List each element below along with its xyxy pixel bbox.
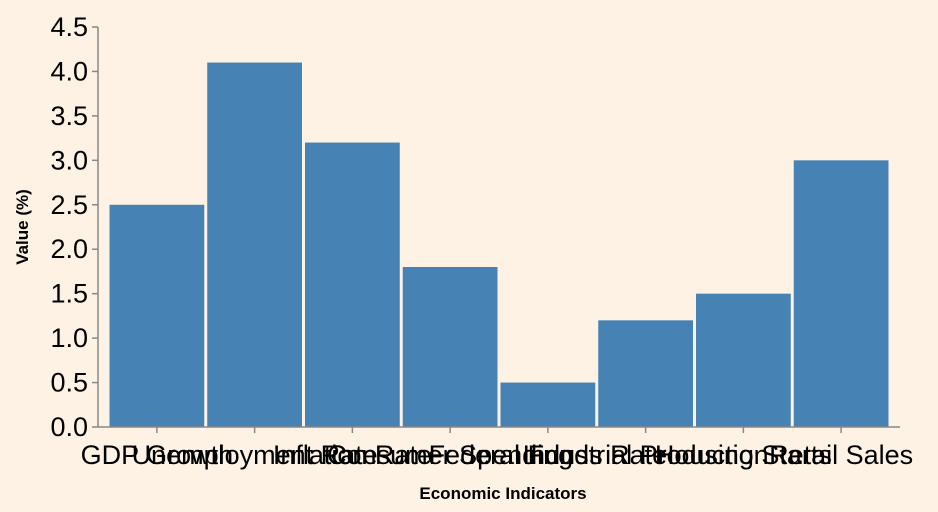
y-tick-label: 2.5 <box>50 190 88 220</box>
x-tick-label: Consumer Spending <box>327 440 573 470</box>
y-tick-label: 2.0 <box>50 234 88 264</box>
bar <box>305 142 400 428</box>
x-axis-title: Economic Indicators <box>419 484 586 503</box>
x-tick-label: Industrial Production <box>523 440 769 470</box>
y-tick-label: 1.0 <box>50 323 88 353</box>
y-axis-title: Value (%) <box>13 189 32 265</box>
y-tick-label: 0.0 <box>50 412 88 442</box>
x-tick-label: Inflation Rate <box>273 440 432 470</box>
x-tick-label: Retail Sales <box>769 440 913 470</box>
y-tick-label: 0.5 <box>50 368 88 398</box>
y-tick-label: 3.0 <box>50 145 88 175</box>
bar <box>109 204 205 427</box>
bar <box>207 62 302 428</box>
bars-group <box>109 62 889 428</box>
y-tick-label: 4.0 <box>50 56 88 86</box>
x-tick-label: Unemployment Rate <box>132 440 378 470</box>
bar <box>793 160 889 428</box>
y-tick-label: 3.5 <box>50 101 88 131</box>
x-tick-label: Federal Funds Rate <box>429 440 668 470</box>
y-tick-label: 1.5 <box>50 279 88 309</box>
x-tick-label: GDP Growth <box>81 440 234 470</box>
bar <box>500 382 596 427</box>
y-axis-ticks: 0.0 0.5 1.0 1.5 2.0 2.5 3.0 3.5 4.0 4.5 <box>50 12 98 442</box>
y-tick-label: 4.5 <box>50 12 88 42</box>
bar <box>402 267 498 427</box>
bar <box>696 293 791 427</box>
x-tick-label: Housing Starts <box>655 440 832 470</box>
bar <box>598 320 693 427</box>
